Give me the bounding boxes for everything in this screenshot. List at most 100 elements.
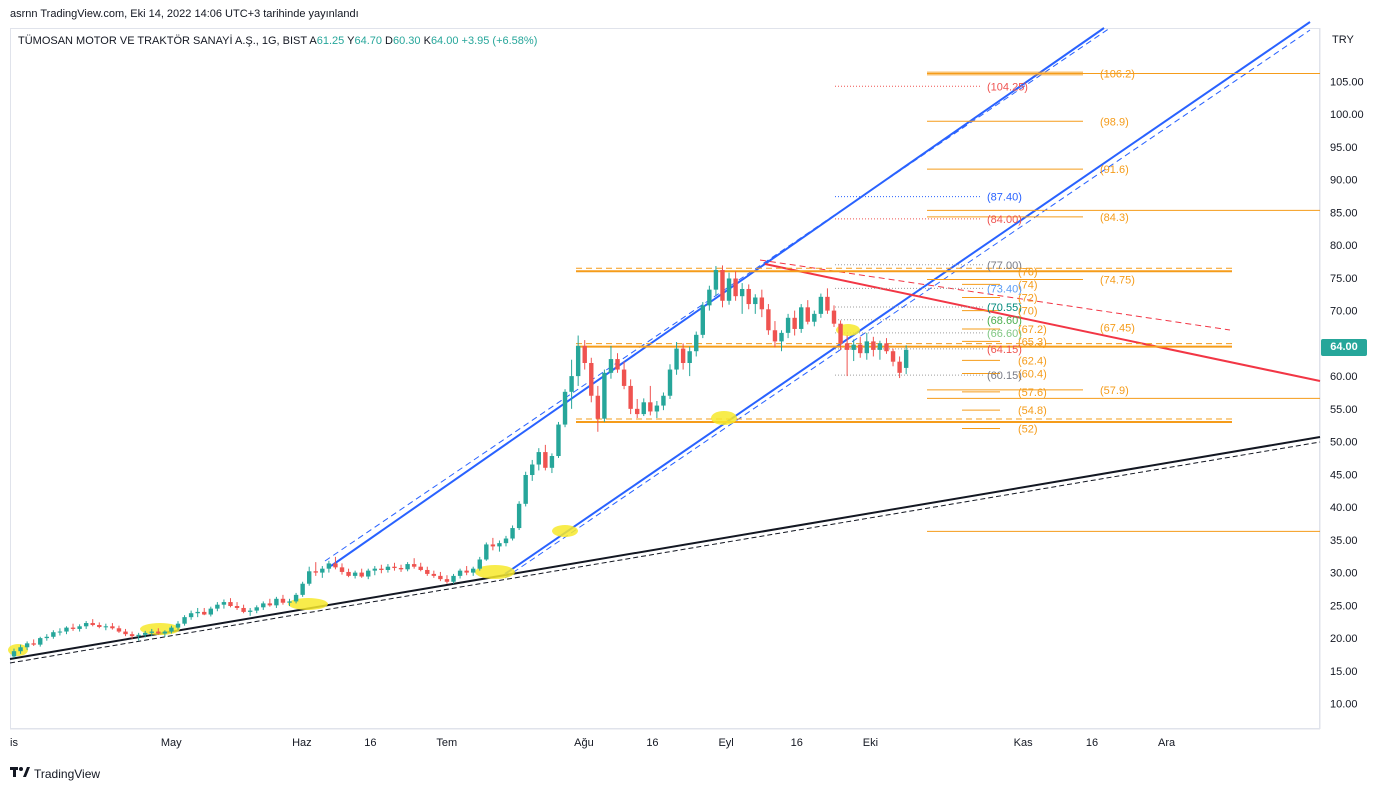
candle-body: [51, 632, 56, 637]
x-tick-label: May: [161, 737, 182, 749]
x-axis[interactable]: is May Haz 16 Tem Ağu 16 Eyl 16 Eki Kas 16 Ara: [10, 728, 1320, 749]
open-value: 61.25: [316, 35, 345, 47]
candle-body: [116, 628, 122, 632]
y-tick-label: 10.00: [1330, 699, 1358, 711]
level-label: (104.25): [987, 81, 1028, 93]
level-label: (57.9): [1100, 385, 1129, 397]
candle-body: [143, 632, 148, 635]
candle-body: [64, 627, 69, 632]
level-label: (106.2): [1100, 68, 1135, 80]
candle-body: [221, 602, 227, 605]
level-label: (64.15): [987, 344, 1022, 356]
candle-body: [339, 567, 345, 572]
candle-body: [858, 344, 863, 354]
candle-body: [451, 575, 456, 582]
currency-label[interactable]: TRY: [1332, 34, 1354, 46]
candle-body: [779, 332, 784, 342]
candle-body: [18, 647, 23, 652]
level-label: (73.40): [987, 283, 1022, 295]
level-label: (77.00): [987, 260, 1022, 272]
candle-body: [162, 631, 168, 634]
candle-body: [635, 408, 640, 415]
highlight-marks: [8, 324, 860, 656]
channel-lower-dashed: [504, 29, 1311, 579]
candle-body: [575, 345, 581, 377]
candle-body: [759, 297, 765, 310]
level-label: (66.60): [987, 328, 1022, 340]
y-axis[interactable]: 10.00 15.00 20.00 25.00 30.00 35.00 40.00 45.00…: [1319, 28, 1364, 729]
y-tick-label: 80.00: [1330, 240, 1358, 252]
candle-body: [536, 452, 541, 465]
channel-upper-line: [330, 27, 1105, 567]
candle-body: [182, 617, 187, 624]
candle-body: [510, 528, 515, 539]
level-labels: (106.2) (104.25) (98.9) (91.6) (87.40) (84.00…: [987, 68, 1135, 435]
candle-body: [615, 359, 620, 370]
candle-body: [530, 464, 535, 476]
candle-body: [897, 361, 902, 373]
x-tick-label: 16: [646, 737, 658, 749]
level-label: (60.4): [1018, 368, 1047, 380]
drawings-layer: [9, 21, 1321, 664]
candle-body: [208, 608, 213, 615]
candle-body: [31, 643, 36, 645]
candle-body: [110, 626, 115, 629]
level-label: (54.8): [1018, 405, 1047, 417]
candle-body: [293, 594, 299, 602]
x-tick-label: Ara: [1158, 737, 1176, 749]
level-label: (52): [1018, 424, 1038, 436]
level-label: (76): [1018, 266, 1038, 278]
candle-body: [123, 631, 128, 635]
channel-upper-dashed: [324, 27, 1111, 562]
candle-body: [431, 573, 437, 576]
candle-body: [90, 623, 95, 625]
candle-body: [287, 601, 292, 603]
candle-body: [411, 564, 417, 567]
y-tick-label: 95.00: [1330, 142, 1358, 154]
candle-body: [812, 313, 817, 322]
x-tick-label: 16: [791, 737, 803, 749]
candle-body: [707, 289, 712, 306]
candle-body: [831, 310, 837, 324]
candle-body: [543, 452, 548, 468]
candle-body: [523, 475, 528, 504]
candle-body: [720, 269, 725, 301]
candle-body: [195, 611, 200, 614]
candle-body: [379, 568, 384, 570]
y-tick-label: 40.00: [1330, 502, 1358, 514]
candle-body: [654, 405, 660, 412]
candles-layer: [11, 265, 909, 658]
touch-highlight: [552, 525, 578, 537]
y-tick-label: 20.00: [1330, 633, 1358, 645]
x-tick-label: Ağu: [574, 737, 594, 749]
y-tick-label: 60.00: [1330, 371, 1358, 383]
candle-body: [884, 343, 889, 352]
candle-body: [175, 623, 181, 628]
candle-body: [57, 631, 63, 633]
level-label: (91.6): [1100, 164, 1129, 176]
candle-body: [694, 334, 699, 352]
y-tick-label: 30.00: [1330, 568, 1358, 580]
candle-body: [871, 341, 876, 350]
level-label: (67.45): [1100, 322, 1135, 334]
candle-body: [97, 625, 102, 627]
candle-body: [398, 568, 404, 570]
candle-body: [864, 341, 869, 354]
descending-trendline-dashed: [759, 259, 1231, 331]
candle-body: [805, 307, 810, 322]
candle-body: [307, 571, 312, 584]
change-value: +3.95 (+6.58%): [461, 35, 538, 47]
candle-body: [497, 543, 502, 547]
footer-brand[interactable]: TradingView: [10, 766, 100, 781]
candle-body: [149, 631, 154, 633]
candle-body: [234, 606, 240, 608]
candle-body: [103, 626, 109, 628]
candle-body: [700, 305, 705, 335]
candle-body: [739, 288, 745, 297]
candle-body: [392, 566, 397, 569]
candle-body: [556, 424, 561, 457]
candle-body: [372, 568, 377, 571]
candle-body: [280, 598, 286, 603]
level-label: (67.2): [1018, 324, 1047, 336]
